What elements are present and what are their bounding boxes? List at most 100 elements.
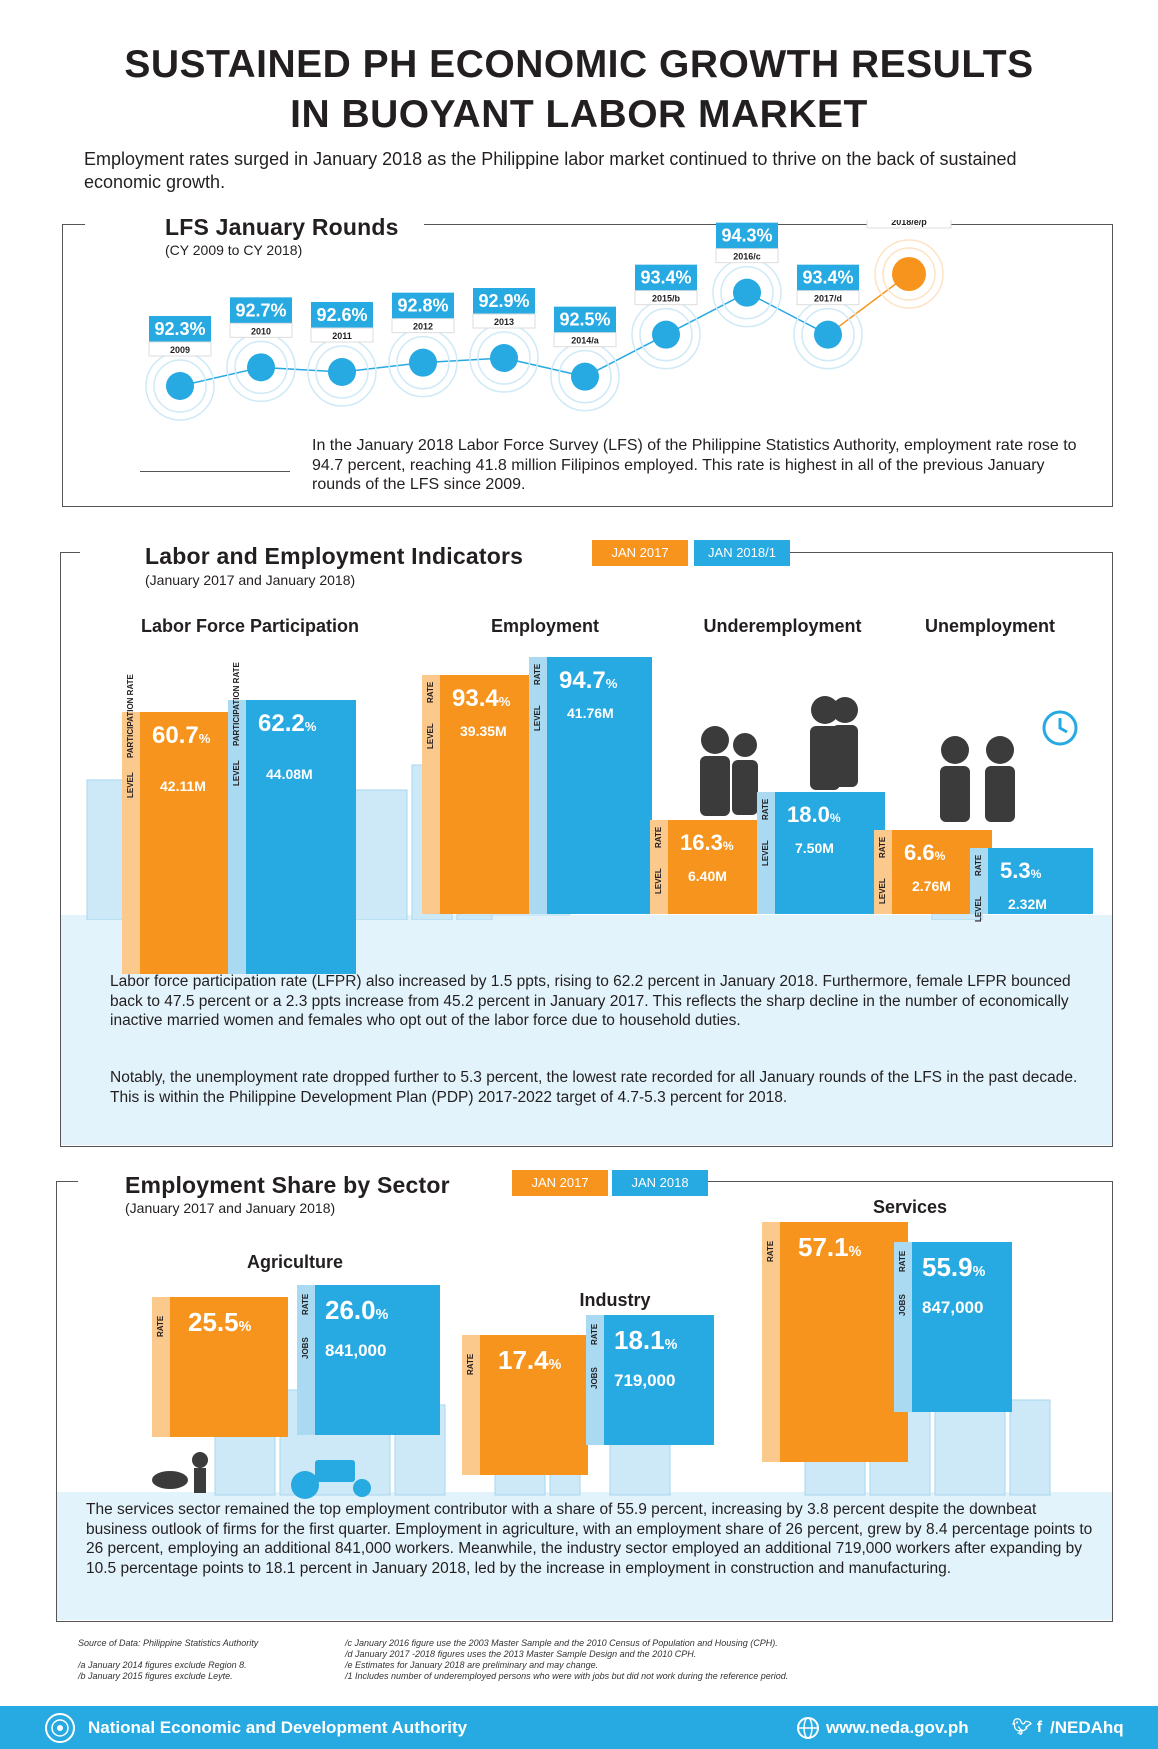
sector-jobs-value: 719,000	[614, 1371, 676, 1390]
footer-bar: National Economic and Development Author…	[0, 1706, 1158, 1749]
lfs-year-label: 2010	[251, 326, 271, 336]
lfs-year-label: 2012	[413, 322, 433, 332]
sector-bar-2017: RATE 17.4%	[462, 1335, 588, 1475]
lfs-value-box	[230, 297, 292, 324]
twitter-facebook-icons[interactable]: 🐦︎ f	[1012, 1719, 1043, 1736]
indicator-level-value: 42.11M	[160, 778, 206, 794]
lfs-point	[166, 372, 194, 400]
sector-rate-2018: 55.9%	[922, 1252, 986, 1282]
legend-jan-2017: JAN 2017	[592, 540, 688, 566]
indicator-rate-value: 18.0%	[787, 802, 841, 827]
lfs-point	[733, 278, 761, 307]
lfs-year-label: 2018/e/p	[891, 220, 927, 227]
lfs-value-label: 92.8%	[397, 296, 448, 316]
lfs-point-halo	[234, 340, 288, 395]
footer-website-link[interactable]: www.neda.gov.ph	[826, 1718, 969, 1737]
sector-subtitle: (January 2017 and January 2018)	[125, 1200, 336, 1216]
sector-category-label: Agriculture	[246, 1252, 343, 1272]
lfs-point-halo	[315, 345, 369, 399]
sector-legend-jan-2018: JAN 2018	[612, 1170, 708, 1196]
sector-title: Employment Share by Sector	[125, 1172, 450, 1198]
indicator-bar-orange: RATE LEVEL 16.3% 6.40M	[650, 820, 773, 914]
lfs-point-halo	[639, 307, 693, 362]
indicator-bar-blue: PARTICIPATION RATE LEVEL 62.2% 44.08M	[228, 662, 356, 974]
title-line-1: SUSTAINED PH ECONOMIC GROWTH RESULTS	[124, 43, 1034, 86]
sector-bar-2018: RATE JOBS 26.0% 841,000	[297, 1285, 440, 1435]
lfs-value-box	[797, 264, 859, 291]
bar-side	[422, 675, 440, 914]
clock-icon	[1042, 710, 1078, 746]
jobs-label: JOBS	[898, 1294, 907, 1316]
lfs-year-box	[634, 290, 698, 306]
level-label: LEVEL	[974, 896, 983, 922]
intro-text: Employment rates surged in January 2018 …	[84, 149, 1017, 192]
bar-side	[874, 830, 892, 914]
footnote-c: /c January 2016 figure use the 2003 Mast…	[345, 1638, 778, 1648]
indicator-bar-blue: RATE LEVEL 94.7% 41.76M	[529, 657, 652, 914]
bar-side	[152, 1297, 170, 1437]
indicator-rate-value: 60.7%	[152, 722, 211, 749]
lfs-line-segment	[665, 292, 748, 336]
lfs-point	[409, 348, 437, 377]
sector-bar-2017: RATE 57.1%	[762, 1222, 908, 1462]
footnote-a: /a January 2014 figures exclude Region 8…	[78, 1660, 247, 1670]
sector-bar-2017: RATE 25.5%	[152, 1297, 288, 1437]
lfs-value-label: 92.9%	[478, 291, 529, 311]
lfs-value-box	[554, 306, 616, 333]
indicator-category-label: Labor Force Participation	[140, 616, 360, 636]
indicators-paragraph-2: Notably, the unemployment rate dropped f…	[110, 1069, 1078, 1106]
lfs-year-label: 2013	[494, 317, 514, 327]
lfs-value-box	[392, 292, 454, 319]
level-label: LEVEL	[654, 868, 663, 894]
lfs-point-halo	[874, 239, 944, 309]
lfs-year-box	[310, 327, 374, 343]
footnote-b: /b January 2015 figures exclude Leyte.	[78, 1671, 233, 1681]
lfs-paragraph: In the January 2018 Labor Force Survey (…	[312, 437, 1077, 493]
indicator-rate-value: 16.3%	[680, 830, 734, 855]
indicator-level-value: 41.76M	[567, 705, 614, 721]
sector-rate-2018: 18.1%	[614, 1325, 678, 1355]
lfs-line-segment	[584, 334, 667, 378]
lfs-line-chart: 92.3% 2009 92.7% 2010 92.6% 2011 92.8% 2012 92.9…	[145, 220, 952, 421]
sector-rate-2018: 26.0%	[325, 1295, 389, 1325]
sector-panel	[57, 1492, 1112, 1620]
sector-bar-2018: RATE JOBS 55.9% 847,000	[894, 1242, 1012, 1412]
footnote-source: Source of Data: Philippine Statistics Au…	[78, 1638, 259, 1648]
lfs-value-label: 92.5%	[559, 310, 610, 330]
indicator-level-value: 7.50M	[795, 840, 834, 856]
bar-side	[529, 657, 547, 914]
level-label: LEVEL	[126, 772, 135, 798]
lfs-year-box	[472, 313, 536, 329]
globe-icon	[797, 1717, 819, 1739]
sector-legend-jan-2017: JAN 2017	[512, 1170, 608, 1196]
rate-label: RATE	[878, 836, 887, 858]
sector-category-label: Industry	[579, 1290, 651, 1310]
lfs-value-label: 93.4%	[640, 268, 691, 288]
rate-label: RATE	[761, 798, 770, 820]
lfs-year-box	[866, 220, 952, 229]
rate-label: RATE	[898, 1250, 907, 1272]
bar-side	[894, 1242, 912, 1412]
lfs-value-box	[311, 302, 373, 328]
indicators-paragraph-1: Labor force participation rate (LFPR) al…	[110, 973, 1071, 1029]
lfs-value-box	[635, 264, 697, 291]
footer-social-handle[interactable]: /NEDAhq	[1050, 1718, 1124, 1737]
bar-side	[462, 1335, 480, 1475]
level-label: LEVEL	[761, 840, 770, 866]
footnote-f: /1 Includes number of underemployed pers…	[345, 1671, 789, 1681]
lfs-value-label: 92.7%	[235, 300, 286, 320]
lfs-value-label: 92.3%	[154, 319, 205, 339]
bar-side	[762, 1222, 780, 1462]
footnote-e: /e Estimates for January 2018 are prelim…	[345, 1660, 599, 1670]
bar-side	[970, 848, 988, 914]
indicator-rate-value: 6.6%	[904, 840, 946, 865]
lfs-point	[814, 320, 842, 349]
rate-label: RATE	[466, 1353, 475, 1375]
lfs-value-label: 93.4%	[802, 268, 853, 288]
indicator-category-label: Underemployment	[703, 616, 862, 636]
lfs-year-label: 2016/c	[733, 252, 761, 262]
lfs-value-label: 92.6%	[316, 305, 367, 325]
indicator-bar-blue: RATE LEVEL 5.3% 2.32M	[970, 848, 1093, 922]
title-line-2: IN BUOYANT LABOR MARKET	[290, 93, 868, 136]
bar-side	[297, 1285, 315, 1435]
